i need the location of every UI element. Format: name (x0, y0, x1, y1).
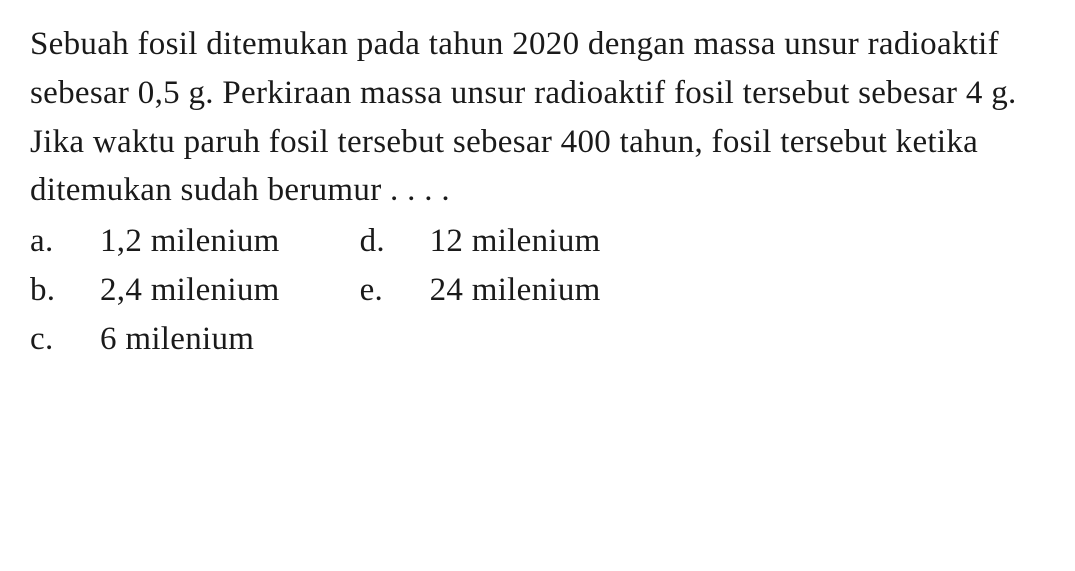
option-letter: a. (30, 217, 100, 266)
option-text: 2,4 milenium (100, 266, 280, 315)
question-container: Sebuah fosil ditemukan pada tahun 2020 d… (30, 20, 1045, 364)
option-text: 6 milenium (100, 315, 280, 364)
option-text: 24 milenium (430, 266, 601, 315)
option-letter: d. (360, 217, 430, 266)
options-column-left: a. 1,2 milenium b. 2,4 milenium c. 6 mil… (30, 217, 280, 363)
option-d: d. 12 milenium (360, 217, 601, 266)
option-letter: b. (30, 266, 100, 315)
option-e: e. 24 milenium (360, 266, 601, 315)
option-a: a. 1,2 milenium (30, 217, 280, 266)
option-letter: e. (360, 266, 430, 315)
option-text: 12 milenium (430, 217, 601, 266)
option-text: 1,2 milenium (100, 217, 280, 266)
option-b: b. 2,4 milenium (30, 266, 280, 315)
options-container: a. 1,2 milenium b. 2,4 milenium c. 6 mil… (30, 217, 1045, 363)
option-letter: c. (30, 315, 100, 364)
question-stem: Sebuah fosil ditemukan pada tahun 2020 d… (30, 20, 1045, 215)
options-column-right: d. 12 milenium e. 24 milenium (360, 217, 601, 363)
option-c: c. 6 milenium (30, 315, 280, 364)
